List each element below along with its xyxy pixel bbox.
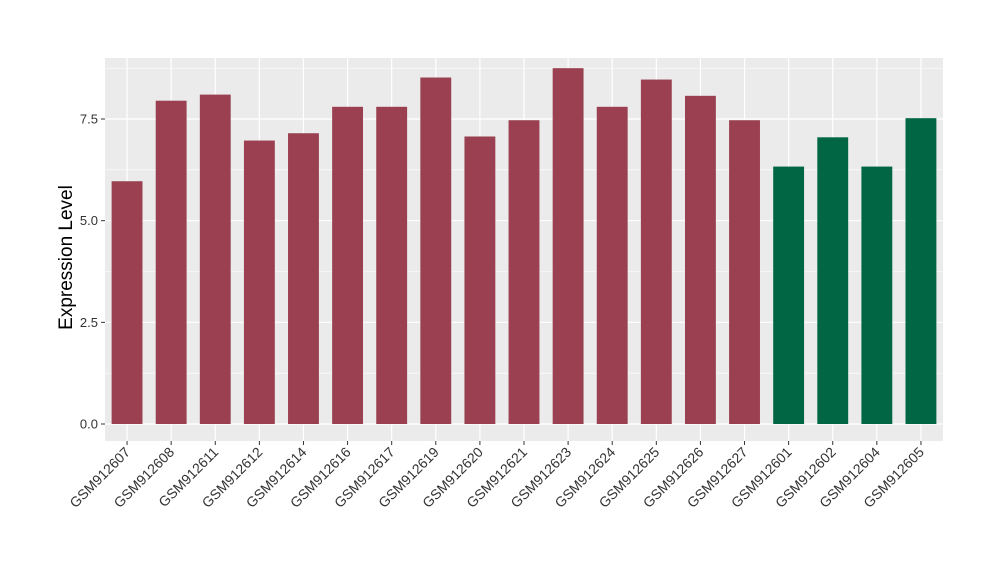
y-axis: 0.0 2.5 5.0 7.5 (80, 112, 105, 432)
bar-GSM912614 (288, 133, 319, 424)
x-axis: GSM912607GSM912608GSM912611GSM912612GSM9… (66, 441, 927, 511)
bar-GSM912612 (243, 140, 275, 424)
y-tick-label: 0.0 (80, 417, 98, 432)
bar-GSM912601 (773, 166, 805, 424)
bar-GSM912602 (817, 137, 849, 425)
bar-GSM912627 (729, 120, 760, 424)
bar-GSM912625 (640, 79, 672, 424)
bar-GSM912621 (508, 120, 540, 424)
bar-GSM912620 (464, 136, 496, 424)
bar-GSM912623 (552, 68, 584, 425)
y-tick-label: 7.5 (80, 112, 98, 127)
y-axis-title: Expression Level (56, 185, 77, 330)
bar-GSM912616 (332, 106, 364, 425)
bar-GSM912605 (905, 118, 937, 424)
bar-GSM912626 (684, 95, 716, 424)
bar-GSM912611 (199, 94, 231, 424)
bars (111, 68, 937, 425)
bar-GSM912604 (861, 166, 893, 424)
bar-GSM912619 (420, 77, 452, 425)
bar-GSM912617 (376, 106, 408, 425)
bar-GSM912607 (111, 181, 143, 424)
bar-GSM912608 (155, 100, 187, 424)
y-tick-label: 5.0 (80, 213, 98, 228)
bar-GSM912624 (596, 106, 628, 425)
y-tick-label: 2.5 (80, 315, 98, 330)
